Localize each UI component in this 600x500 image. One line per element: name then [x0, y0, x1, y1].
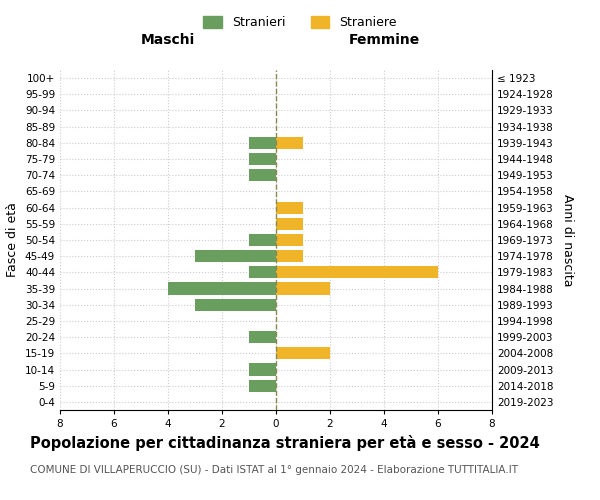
Bar — [249, 153, 276, 165]
Bar — [276, 250, 303, 262]
Bar — [276, 266, 438, 278]
Bar — [168, 282, 276, 294]
Bar — [276, 137, 303, 149]
Bar — [195, 298, 276, 311]
Text: Femmine: Femmine — [349, 34, 419, 48]
Legend: Stranieri, Straniere: Stranieri, Straniere — [198, 11, 402, 34]
Bar — [249, 380, 276, 392]
Bar — [249, 331, 276, 343]
Bar — [276, 282, 330, 294]
Bar — [276, 202, 303, 213]
Bar — [249, 364, 276, 376]
Bar — [195, 250, 276, 262]
Bar — [249, 169, 276, 181]
Bar — [276, 234, 303, 246]
Bar — [249, 137, 276, 149]
Text: COMUNE DI VILLAPERUCCIO (SU) - Dati ISTAT al 1° gennaio 2024 - Elaborazione TUTT: COMUNE DI VILLAPERUCCIO (SU) - Dati ISTA… — [30, 465, 518, 475]
Bar — [276, 218, 303, 230]
Bar — [276, 348, 330, 360]
Text: Popolazione per cittadinanza straniera per età e sesso - 2024: Popolazione per cittadinanza straniera p… — [30, 435, 540, 451]
Y-axis label: Fasce di età: Fasce di età — [7, 202, 19, 278]
Text: Maschi: Maschi — [141, 34, 195, 48]
Bar — [249, 234, 276, 246]
Y-axis label: Anni di nascita: Anni di nascita — [560, 194, 574, 286]
Bar — [249, 266, 276, 278]
